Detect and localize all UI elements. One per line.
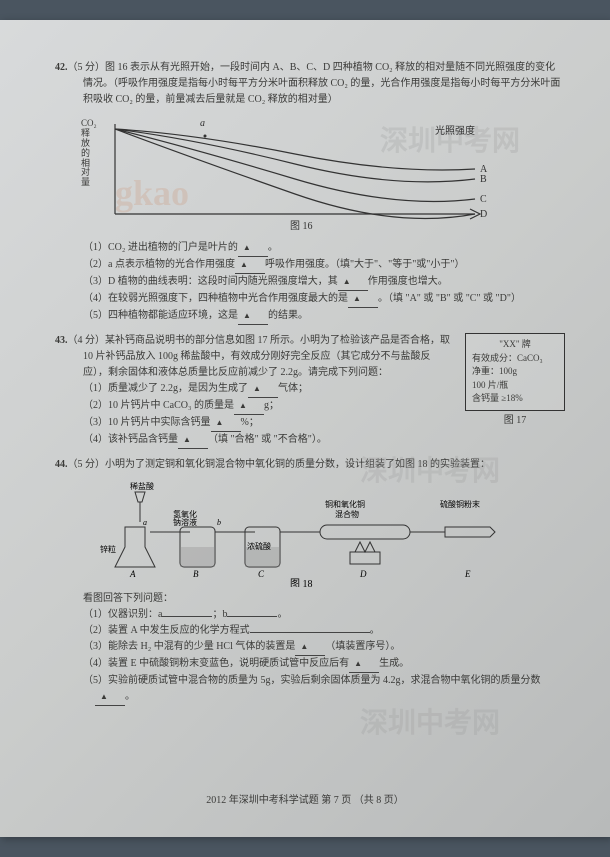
q42-item3: （3）D 植物的曲线表明：这段时间内随光照强度增大，其作用强度也增大。 xyxy=(67,274,565,291)
svg-text:锌粒: 锌粒 xyxy=(100,544,116,554)
svg-text:a: a xyxy=(143,518,147,527)
blank xyxy=(338,274,368,291)
question-44: 44.（5 分）小明为了测定铜和氧化铜混合物中氧化铜的质量分数，设计组装了如图 … xyxy=(55,457,565,706)
q43-intro: 某补钙商品说明书的部分信息如图 17 所示。小明为了检验该产品是否合格，取 10… xyxy=(83,335,450,378)
product-brand: "XX" 牌 xyxy=(472,338,558,352)
svg-text:A: A xyxy=(129,569,136,579)
blank xyxy=(250,632,370,633)
product-count: 100 片/瓶 xyxy=(472,379,558,393)
chart-y-label: CO₂释放的相对量 xyxy=(81,119,93,188)
q44-item1: （1）仪器识别：a；b。 xyxy=(67,607,565,623)
blank xyxy=(178,432,208,449)
blank xyxy=(348,291,378,308)
q44-points: （5 分） xyxy=(68,459,106,470)
q42-header: 42.（5 分）图 16 表示从有光照开始，一段时间内 A、B、C、D 四种植物… xyxy=(55,60,565,108)
blank xyxy=(235,257,265,274)
svg-text:D: D xyxy=(359,569,367,579)
q43-header: 43.（4 分）某补钙商品说明书的部分信息如图 17 所示。小明为了检验该产品是… xyxy=(55,333,455,381)
product-calcium: 含钙量 ≥18% xyxy=(472,392,558,406)
apparatus-figure-18: 稀盐酸 锌粒 A 氢氧化 钠溶液 B 浓硫酸 C xyxy=(95,477,515,587)
q43-item4: （4）该补钙品含钙量（填 "合格" 或 "不合格"）。 xyxy=(67,432,455,449)
q44-item3: （3）能除去 H₂ 中混有的少量 HCl 气体的装置是（填装置序号）。 xyxy=(67,639,565,656)
q44-intro: 小明为了测定铜和氧化铜混合物中氧化铜的质量分数，设计组装了如图 18 的实验装置… xyxy=(105,459,490,470)
blank xyxy=(238,308,268,325)
exam-page: 深圳中考网 深圳中考网 深圳中考网 gkao 42.（5 分）图 16 表示从有… xyxy=(0,20,610,837)
chart-figure-16: CO₂释放的相对量 光照强度 A B C D a xyxy=(95,114,505,234)
blank xyxy=(248,381,278,398)
q43-item2: （2）10 片钙片中 CaCO₃ 的质量是g； xyxy=(67,398,455,415)
chart-svg: 光照强度 A B C D a 图 16 xyxy=(95,114,505,234)
x-axis-label: 光照强度 xyxy=(435,124,475,137)
q43-points: （4 分） xyxy=(68,335,106,346)
q43-item1: （1）质量减少了 2.2g，是因为生成了气体； xyxy=(67,381,455,398)
q42-item2: （2）a 点表示植物的光合作用强度呼吸作用强度。（填"大于"、"等于"或"小于"… xyxy=(67,257,565,274)
svg-text:图 18: 图 18 xyxy=(290,578,313,587)
blank xyxy=(227,616,277,617)
q44-item5: （5）实验前硬质试管中混合物的质量为 5g，实验后剩余固体质量为 4.2g，求混… xyxy=(67,673,565,706)
blank xyxy=(238,240,268,257)
product-box-wrapper: "XX" 牌 有效成分：CaCO₃ 净重：100g 100 片/瓶 含钙量 ≥1… xyxy=(465,333,565,449)
q44-number: 44. xyxy=(55,459,68,470)
q42-points: （5 分） xyxy=(68,62,106,73)
svg-text:混合物: 混合物 xyxy=(335,509,359,519)
svg-text:钠溶液: 钠溶液 xyxy=(173,517,197,527)
svg-text:b: b xyxy=(217,518,221,527)
product-label-box: "XX" 牌 有效成分：CaCO₃ 净重：100g 100 片/瓶 含钙量 ≥1… xyxy=(465,333,565,411)
svg-text:稀盐酸: 稀盐酸 xyxy=(130,481,154,491)
fig16-caption: 图 16 xyxy=(290,220,313,232)
blank xyxy=(295,639,325,656)
blank xyxy=(95,689,125,706)
blank xyxy=(162,616,212,617)
q42-number: 42. xyxy=(55,62,68,73)
q42-item1: （1）CO₂ 进出植物的门户是叶片的。 xyxy=(67,240,565,257)
page-footer: 2012 年深圳中考科学试题 第 7 页 （共 8 页） xyxy=(0,793,610,809)
svg-text:E: E xyxy=(464,569,471,579)
question-43: 43.（4 分）某补钙商品说明书的部分信息如图 17 所示。小明为了检验该产品是… xyxy=(55,333,565,449)
svg-text:铜和氧化铜: 铜和氧化铜 xyxy=(325,499,365,509)
apparatus-svg: 稀盐酸 锌粒 A 氢氧化 钠溶液 B 浓硫酸 C xyxy=(95,477,515,587)
fig17-caption: 图 17 xyxy=(465,413,565,429)
q42-item5: （5）四种植物都能适应环境，这是的结果。 xyxy=(67,308,565,325)
svg-text:C: C xyxy=(258,569,265,579)
q43-item3: （3）10 片钙片中实际含钙量%； xyxy=(67,415,455,432)
product-ingredient: 有效成分：CaCO₃ xyxy=(472,352,558,366)
q44-header: 44.（5 分）小明为了测定铜和氧化铜混合物中氧化铜的质量分数，设计组装了如图 … xyxy=(55,457,565,473)
svg-text:浓硫酸: 浓硫酸 xyxy=(247,541,271,551)
svg-text:B: B xyxy=(193,569,199,579)
question-42: 42.（5 分）图 16 表示从有光照开始，一段时间内 A、B、C、D 四种植物… xyxy=(55,60,565,325)
svg-text:a: a xyxy=(200,118,205,129)
svg-text:硫酸铜粉末: 硫酸铜粉末 xyxy=(440,499,480,509)
q44-item2: （2）装置 A 中发生反应的化学方程式。 xyxy=(67,623,565,639)
svg-text:B: B xyxy=(480,174,487,185)
blank xyxy=(211,415,241,432)
q43-number: 43. xyxy=(55,335,68,346)
q42-intro: 图 16 表示从有光照开始，一段时间内 A、B、C、D 四种植物 CO₂ 释放的… xyxy=(83,62,560,105)
svg-text:C: C xyxy=(480,194,487,205)
watermark-bot: 深圳中考网 xyxy=(360,702,500,747)
blank xyxy=(349,656,379,673)
q44-item4: （4）装置 E 中硫酸铜粉末变蓝色，说明硬质试管中反应后有生成。 xyxy=(67,656,565,673)
product-weight: 净重：100g xyxy=(472,365,558,379)
q44-prompt: 看图回答下列问题： xyxy=(55,591,565,607)
svg-text:D: D xyxy=(480,209,487,220)
blank xyxy=(234,398,264,415)
q42-item4: （4）在较弱光照强度下，四种植物中光合作用强度最大的是。（填 "A" 或 "B"… xyxy=(67,291,565,308)
